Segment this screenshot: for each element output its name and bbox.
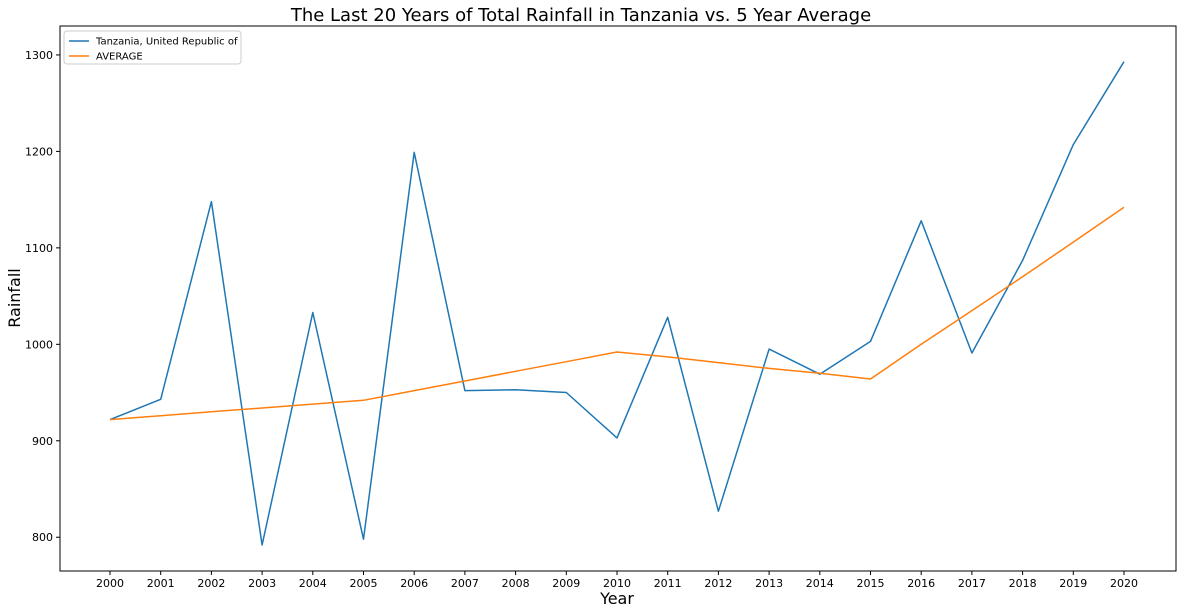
data-point: [362, 538, 365, 541]
data-point: [463, 379, 466, 382]
data-point: [514, 370, 517, 373]
data-point: [666, 355, 669, 358]
x-tick-label: 2008: [502, 577, 530, 590]
data-point: [616, 351, 619, 354]
chart-title: The Last 20 Years of Total Rainfall in T…: [290, 5, 871, 26]
data-point: [616, 436, 619, 439]
data-point: [362, 399, 365, 402]
data-point: [1123, 206, 1126, 209]
y-tick-label: 900: [32, 435, 53, 448]
y-tick-label: 800: [32, 531, 53, 544]
x-tick-label: 2012: [704, 577, 732, 590]
x-tick-label: 2013: [755, 577, 783, 590]
data-point: [768, 367, 771, 370]
data-point: [109, 418, 112, 421]
data-point: [159, 414, 162, 417]
y-tick-label: 1300: [25, 49, 53, 62]
x-axis: 2000 2001 2002 2003 2004 2005 2006 2007 2008 2009…: [96, 571, 1138, 590]
data-point: [311, 403, 314, 406]
data-point: [413, 151, 416, 154]
series-line-1: [109, 206, 1125, 421]
x-tick-label: 2011: [654, 577, 682, 590]
data-point: [1072, 143, 1075, 146]
data-point: [920, 343, 923, 346]
data-point: [1021, 275, 1024, 278]
data-point: [818, 372, 821, 375]
data-point: [261, 543, 264, 546]
data-point: [210, 410, 213, 413]
legend: Tanzania, United Republic of AVERAGE: [63, 30, 242, 65]
data-point: [1021, 259, 1024, 262]
x-tick-label: 2004: [299, 577, 327, 590]
data-point: [869, 378, 872, 381]
x-tick-label: 2017: [958, 577, 986, 590]
x-tick-label: 2009: [552, 577, 580, 590]
y-tick-label: 1100: [25, 242, 53, 255]
x-tick-label: 2019: [1059, 577, 1087, 590]
legend-label-1: AVERAGE: [96, 52, 143, 63]
data-point: [159, 398, 162, 401]
data-point: [514, 388, 517, 391]
x-tick-label: 2003: [248, 577, 276, 590]
x-tick-label: 2006: [400, 577, 428, 590]
x-tick-label: 2018: [1009, 577, 1037, 590]
x-tick-label: 2002: [197, 577, 225, 590]
data-point: [717, 510, 720, 513]
data-point: [261, 406, 264, 409]
data-point: [311, 311, 314, 314]
plot-frame: [59, 25, 1177, 572]
data-point: [768, 348, 771, 351]
y-tick-label: 1200: [25, 145, 53, 158]
data-point: [869, 340, 872, 343]
data-point: [920, 219, 923, 222]
data-point: [1072, 241, 1075, 244]
y-axis-label: Rainfall: [5, 268, 24, 327]
series-layer: [109, 60, 1126, 546]
x-tick-label: 2000: [96, 577, 124, 590]
series-line-0: [109, 61, 1125, 546]
data-point: [1123, 60, 1126, 63]
data-point: [210, 200, 213, 203]
data-point: [666, 316, 669, 319]
data-point: [463, 389, 466, 392]
data-point: [565, 391, 568, 394]
legend-label-0: Tanzania, United Republic of: [95, 37, 238, 48]
x-tick-label: 2001: [147, 577, 175, 590]
x-tick-label: 2010: [603, 577, 631, 590]
x-tick-label: 2020: [1110, 577, 1138, 590]
data-point: [970, 309, 973, 312]
x-tick-label: 2016: [907, 577, 935, 590]
legend-box: [63, 30, 242, 65]
data-point: [970, 352, 973, 355]
x-axis-label: Year: [599, 589, 634, 608]
y-axis: 800 900 1000 1100 1200 1300: [25, 49, 60, 544]
y-tick-label: 1000: [25, 338, 53, 351]
data-point: [717, 361, 720, 364]
x-tick-label: 2015: [857, 577, 885, 590]
x-tick-label: 2005: [350, 577, 378, 590]
x-tick-label: 2014: [806, 577, 834, 590]
data-point: [565, 360, 568, 363]
data-point: [413, 389, 416, 392]
x-tick-label: 2007: [451, 577, 479, 590]
